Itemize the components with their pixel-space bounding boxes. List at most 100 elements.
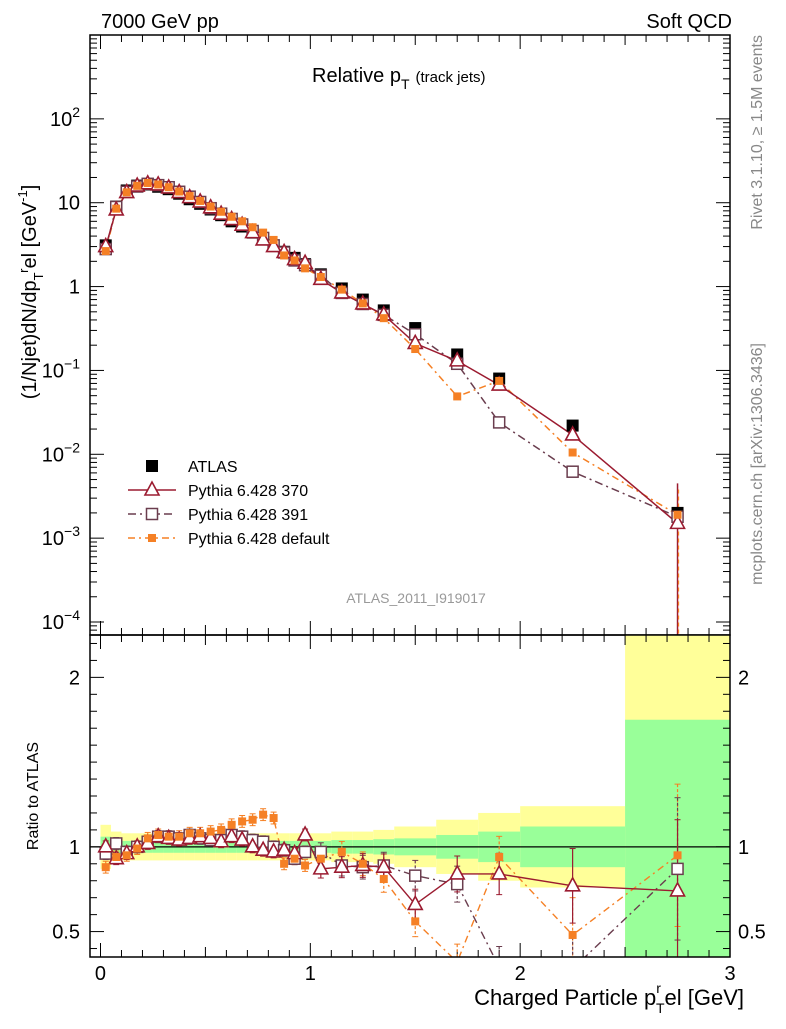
pythia-391-point [492, 416, 506, 429]
main-y-label-sup: -1 [15, 190, 30, 202]
pythia-default-point [411, 345, 420, 354]
y-tick-label: 10 [58, 193, 80, 215]
pythia-default-point [122, 851, 131, 860]
pythia-default-point [101, 247, 110, 256]
pythia-370-point [375, 857, 393, 873]
pythia-default-point [358, 859, 367, 868]
pythia-default-point [227, 212, 236, 221]
chart-title: Relative pT (track jets) [312, 65, 486, 92]
pythia-default-point [301, 264, 310, 273]
pythia-391-point [671, 862, 684, 876]
pythia-391-point [494, 962, 505, 973]
main-y-label-part: ] [19, 185, 41, 191]
x-tick-label: 1 [305, 963, 316, 985]
pythia-370-point [223, 826, 240, 843]
main-panel: Relative pT (track jets) ATLAS_2011_I9190… [15, 34, 731, 636]
pythia-default-point [206, 202, 215, 211]
pythia-default-point [148, 534, 156, 542]
x-axis-label-part: el [GeV] [665, 985, 744, 1010]
pythia-default-point [280, 251, 289, 260]
pythia-default-point [112, 204, 121, 213]
x-tick-label: 0 [95, 963, 106, 985]
y-tick-label: 10−3 [42, 523, 80, 550]
x-axis-label-sup: r [656, 980, 661, 996]
ratio-line-pdefault [105, 813, 678, 957]
pythia-default-point [316, 854, 325, 863]
ratio-panel: Ratio to ATLAS 0.5 0.5 1 1 2 2 0 1 2 3 Charged Pa… [25, 634, 766, 1016]
pythia-default-point [453, 392, 462, 401]
pythia-370-point [333, 857, 351, 873]
y-tick-label-exp: 2 [72, 104, 80, 120]
pythia-default-point [238, 817, 247, 826]
rivet-label: Rivet 3.1.10, ≥ 1.5M events [749, 35, 766, 230]
pythia-default-point [673, 851, 682, 860]
pythia-default-point [379, 314, 388, 323]
chart-title-sub: T [401, 76, 410, 92]
y-tick-label-base: 10 [42, 444, 64, 466]
series-line-pdefault [105, 182, 678, 516]
main-y-label: (1/Njet)dN/dpTrel [GeV-1] [15, 185, 46, 400]
x-tick-label: 2 [515, 963, 526, 985]
x-axis-label-sub: T [656, 1000, 665, 1016]
pythia-370-point [564, 425, 581, 441]
pythia-default-point [143, 178, 152, 187]
pythia-default-point [337, 847, 346, 856]
ratio-panel-data [97, 783, 686, 974]
watermark: ATLAS_2011_I919017 [346, 590, 486, 606]
pythia-391-point [298, 845, 312, 859]
pythia-default-point [411, 917, 420, 926]
y-tick-label: 10−1 [42, 355, 80, 382]
y-tick-label-base: 10 [50, 109, 72, 131]
pythia-default-point [185, 192, 194, 201]
pythia-391-point [566, 465, 579, 478]
pythia-default-point [154, 830, 163, 839]
x-tick-label: 3 [724, 963, 735, 985]
legend-label: Pythia 6.428 391 [188, 507, 308, 524]
pythia-default-point [568, 930, 577, 939]
x-axis-label-text: Charged Particle pr Tel [GeV] [474, 980, 744, 1016]
legend-label: Pythia 6.428 default [188, 531, 330, 548]
atlas-point [146, 460, 158, 472]
main-y-label-sub: T [31, 272, 46, 280]
pythia-370-point [265, 236, 282, 253]
pythia-default-point [259, 810, 268, 819]
pythia-default-point [164, 832, 173, 841]
pythia-default-point [185, 829, 194, 838]
pythia-391-point [567, 963, 578, 974]
pythia-391-point [450, 877, 464, 891]
pythia-default-point [269, 235, 278, 244]
pythia-370-point [97, 837, 115, 853]
main-panel-data [97, 174, 686, 635]
mcplots-label: mcplots.cern.ch [arXiv:1306.3436] [749, 343, 766, 585]
pythia-default-point [248, 815, 257, 824]
pythia-default-point [154, 180, 163, 189]
y-tick-label-base: 10 [42, 612, 64, 634]
header-right: Soft QCD [646, 11, 732, 33]
pythia-default-point [175, 832, 184, 841]
pythia-370-point [406, 894, 424, 911]
pythia-370-point [275, 840, 293, 857]
pythia-default-point [196, 196, 205, 205]
pythia-default-point [133, 844, 142, 853]
pythia-370-point [244, 837, 261, 853]
pythia-370-point [448, 351, 466, 367]
pythia-370-point [564, 876, 581, 892]
pythia-default-point [337, 285, 346, 294]
pythia-391-point [408, 869, 422, 882]
y-tick-label-exp: −3 [64, 523, 80, 539]
pythia-default-point [568, 448, 577, 457]
y-tick-label-base: 10 [42, 360, 64, 382]
header-left: 7000 GeV pp [101, 11, 219, 33]
ratio-y-tick-label-left: 0.5 [52, 922, 80, 944]
pythia-370-point [254, 840, 272, 857]
legend-label: ATLAS [188, 459, 238, 476]
pythia-default-point [122, 188, 131, 197]
y-tick-label: 102 [50, 104, 80, 131]
chart-title-note: (track jets) [416, 69, 486, 86]
pythia-default-point [217, 825, 226, 834]
pythia-370-point [143, 480, 161, 496]
main-y-label-text: (1/Njet)dN/dpTrel [GeV-1] [15, 185, 46, 400]
pythia-default-point [358, 299, 367, 308]
pythia-default-point [673, 510, 682, 519]
